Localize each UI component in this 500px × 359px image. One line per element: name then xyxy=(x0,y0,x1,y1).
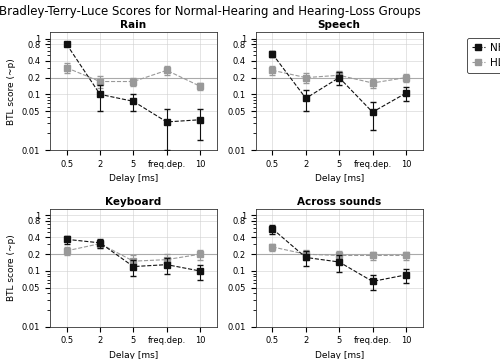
Title: Across sounds: Across sounds xyxy=(297,197,382,207)
X-axis label: Delay [ms]: Delay [ms] xyxy=(108,174,158,183)
Title: Keyboard: Keyboard xyxy=(105,197,162,207)
Title: Speech: Speech xyxy=(318,20,360,30)
Title: Rain: Rain xyxy=(120,20,146,30)
Y-axis label: BTL score (~p): BTL score (~p) xyxy=(8,58,16,125)
Y-axis label: BTL score (~p): BTL score (~p) xyxy=(8,234,16,301)
Legend: NH, HL: NH, HL xyxy=(467,38,500,73)
X-axis label: Delay [ms]: Delay [ms] xyxy=(314,174,364,183)
X-axis label: Delay [ms]: Delay [ms] xyxy=(314,351,364,359)
X-axis label: Delay [ms]: Delay [ms] xyxy=(108,351,158,359)
Text: Bradley-Terry-Luce Scores for Normal-Hearing and Hearing-Loss Groups: Bradley-Terry-Luce Scores for Normal-Hea… xyxy=(0,5,421,18)
